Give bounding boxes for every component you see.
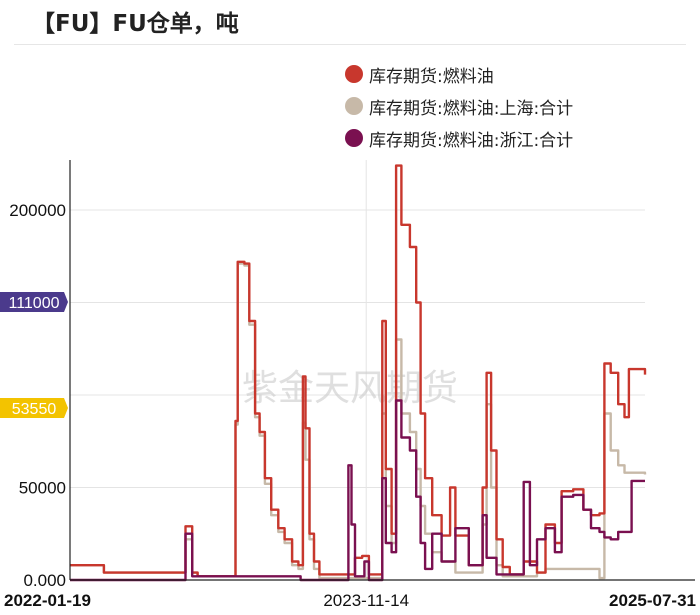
series-layer [70,164,647,582]
legend-item-shanghai[interactable]: 库存期货:燃料油:上海:合计 [345,90,573,122]
legend-marker-icon [345,129,363,147]
y-tick-label: 200000 [9,201,66,220]
legend-marker-icon [345,65,363,83]
series-line-2 [70,262,647,580]
legend-label: 库存期货:燃料油 [369,66,494,87]
value-badge [0,292,68,312]
x-tick-label: 2025-07-31 [609,591,696,610]
tick-labels: 0.000 50000 200000 2022-01-19 2023-11-14 2025… [4,201,696,610]
legend-label: 库存期货:燃料油:浙江:合计 [369,130,574,151]
value-badge [0,398,68,418]
legend: 库存期货:燃料油 库存期货:燃料油:上海:合计 库存期货:燃料油:浙江:合计 [345,58,573,154]
x-tick-label: 2022-01-19 [4,591,91,610]
watermark: 紫金天风期货 [242,368,458,409]
value-badge-label: 53550 [12,401,57,418]
axes [69,160,695,581]
value-badge-label: 111000 [8,295,59,312]
title-divider [14,44,686,45]
last-value-badges: 111000 53550 [0,292,68,418]
legend-label: 库存期货:燃料油:上海:合计 [369,98,574,119]
chart-title: 【FU】FU仓单，吨 [32,11,239,37]
y-tick-label: 50000 [19,478,66,497]
legend-marker-icon [345,97,363,115]
series-line-3 [70,399,645,582]
legend-item-total[interactable]: 库存期货:燃料油 [345,58,573,90]
x-tick-label: 2023-11-14 [323,591,409,610]
y-tick-label: 0.000 [23,571,66,590]
legend-item-zhejiang[interactable]: 库存期货:燃料油:浙江:合计 [345,122,573,154]
